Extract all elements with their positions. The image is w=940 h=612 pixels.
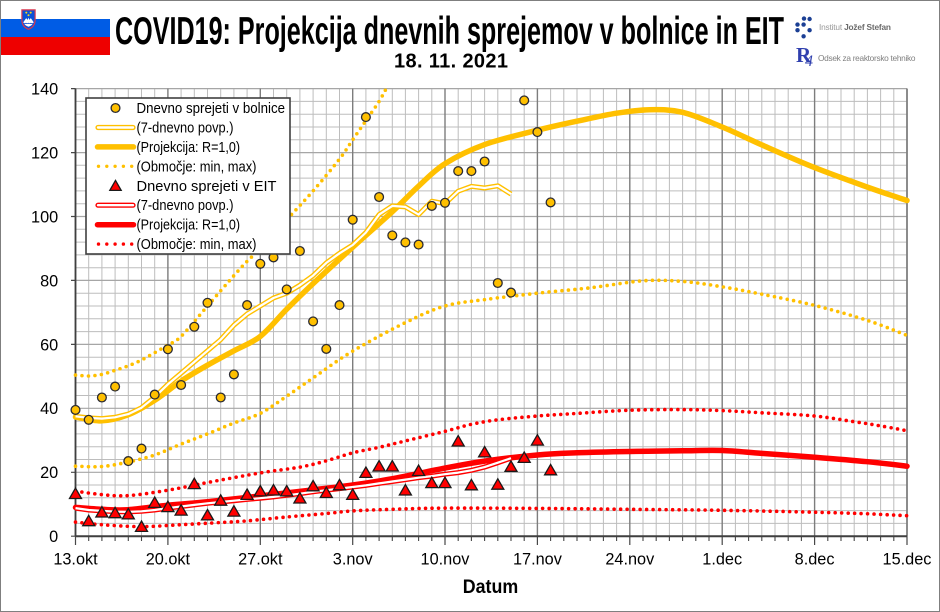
svg-text:60: 60 xyxy=(40,336,58,354)
svg-text:20: 20 xyxy=(40,464,58,482)
svg-text:(Območje: min, max): (Območje: min, max) xyxy=(137,158,257,175)
svg-text:(Projekcija: R=1,0): (Projekcija: R=1,0) xyxy=(137,217,241,234)
svg-text:(7-dnevno povp.): (7-dnevno povp.) xyxy=(137,120,234,137)
svg-text:20.okt: 20.okt xyxy=(146,550,191,568)
svg-text:140: 140 xyxy=(31,81,58,99)
svg-text:Datum: Datum xyxy=(463,577,519,598)
svg-text:120: 120 xyxy=(31,145,58,163)
svg-text:8.dec: 8.dec xyxy=(795,550,835,568)
svg-text:17.nov: 17.nov xyxy=(513,550,563,568)
svg-text:4: 4 xyxy=(805,53,813,70)
svg-text:100: 100 xyxy=(31,208,58,226)
svg-text:0: 0 xyxy=(49,528,58,546)
svg-text:27.okt: 27.okt xyxy=(238,550,283,568)
svg-text:(Projekcija: R=1,0): (Projekcija: R=1,0) xyxy=(137,139,241,156)
svg-text:40: 40 xyxy=(40,400,58,418)
svg-text:(Območje: min, max): (Območje: min, max) xyxy=(137,236,257,253)
svg-text:Odsek za reaktorsko tehniko: Odsek za reaktorsko tehniko xyxy=(818,53,916,63)
svg-text:Dnevno sprejeti v bolnice: Dnevno sprejeti v bolnice xyxy=(137,100,286,117)
svg-text:24.nov: 24.nov xyxy=(605,550,655,568)
svg-text:Dnevno sprejeti v EIT: Dnevno sprejeti v EIT xyxy=(137,178,277,195)
svg-text:13.okt: 13.okt xyxy=(53,550,98,568)
svg-text:80: 80 xyxy=(40,272,58,290)
svg-text:R: R xyxy=(796,43,812,67)
svg-text:15.dec: 15.dec xyxy=(883,550,932,568)
svg-text:3.nov: 3.nov xyxy=(333,550,374,568)
svg-text:18. 11. 2021: 18. 11. 2021 xyxy=(394,51,508,73)
svg-text:(7-dnevno povp.): (7-dnevno povp.) xyxy=(137,197,234,214)
svg-text:Institut Jožef Stefan: Institut Jožef Stefan xyxy=(819,22,891,32)
svg-text:1.dec: 1.dec xyxy=(702,550,742,568)
svg-text:COVID19: Projekcija dnevnih sp: COVID19: Projekcija dnevnih sprejemov v … xyxy=(115,10,784,53)
svg-text:10.nov: 10.nov xyxy=(421,550,471,568)
